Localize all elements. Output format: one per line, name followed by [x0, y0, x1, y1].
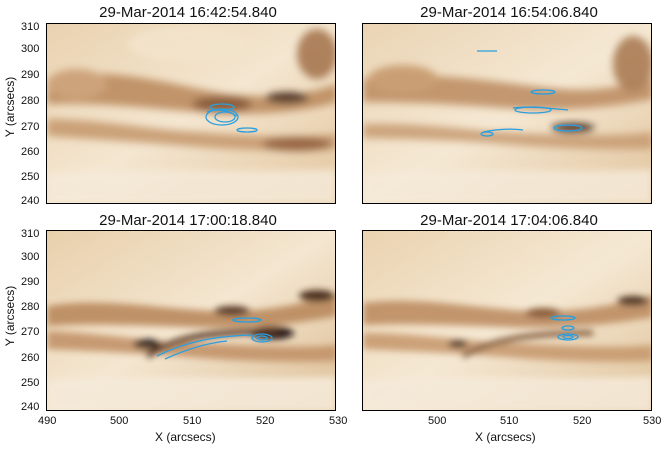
y-tick: 290: [21, 276, 40, 288]
y-tick: 240: [21, 401, 40, 413]
y-tick: 260: [21, 146, 40, 158]
y-tick: 310: [21, 21, 40, 33]
y-tick: 240: [21, 195, 40, 207]
panel-3-svg: [47, 231, 335, 410]
panel-2-svg: [363, 24, 651, 203]
panel-3-title: 29-Mar-2014 17:00:18.840: [99, 212, 277, 229]
panel-2-title: 29-Mar-2014 16:54:06.840: [420, 4, 598, 21]
y-tick: 280: [21, 95, 40, 107]
x-tick: 510: [500, 415, 519, 427]
x-axis-label-left: X (arcsecs): [155, 430, 216, 444]
panel-3-image: [46, 230, 336, 411]
panel-4-image: [362, 230, 652, 411]
x-axis-label-right: X (arcsecs): [475, 430, 536, 444]
y-axis-label-top: Y (arcsecs): [3, 76, 17, 138]
panel-4-svg: [363, 231, 651, 410]
y-tick: 270: [21, 121, 40, 133]
x-tick: 530: [329, 415, 348, 427]
y-tick: 250: [21, 171, 40, 183]
y-tick: 300: [21, 251, 40, 263]
y-tick: 260: [21, 352, 40, 364]
x-tick: 500: [428, 415, 447, 427]
y-tick: 300: [21, 43, 40, 55]
panel-4-title: 29-Mar-2014 17:04:06.840: [420, 212, 598, 229]
y-tick: 290: [21, 69, 40, 81]
x-tick: 490: [38, 415, 57, 427]
x-tick: 530: [643, 415, 662, 427]
y-tick: 310: [21, 228, 40, 240]
panel-2-image: [362, 23, 652, 204]
panel-1-image: [46, 23, 336, 204]
y-axis-label-bottom: Y (arcsecs): [3, 285, 17, 347]
x-tick: 510: [183, 415, 202, 427]
x-tick: 520: [256, 415, 275, 427]
y-tick: 270: [21, 326, 40, 338]
x-tick: 520: [573, 415, 592, 427]
y-tick: 250: [21, 377, 40, 389]
y-tick: 280: [21, 301, 40, 313]
panel-1-svg: [47, 24, 335, 203]
panel-1-title: 29-Mar-2014 16:42:54.840: [99, 4, 277, 21]
x-tick: 500: [110, 415, 129, 427]
